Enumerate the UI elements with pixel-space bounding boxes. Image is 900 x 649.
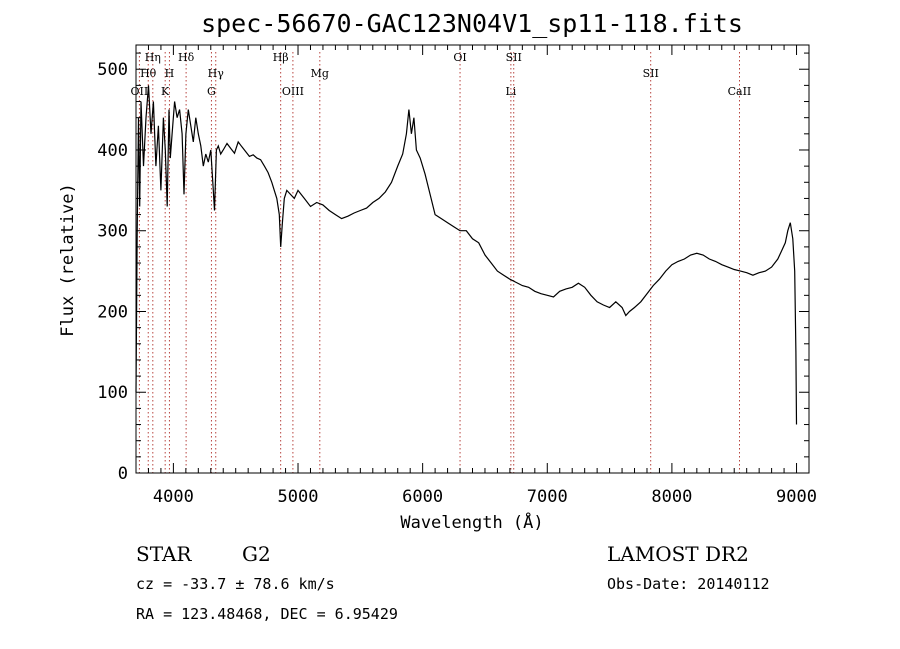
- emission-line-label: Hβ: [273, 51, 289, 64]
- obs-date-text: Obs-Date: 20140112: [607, 575, 770, 593]
- object-class: STAR: [136, 542, 192, 566]
- emission-line-label: K: [161, 85, 170, 98]
- emission-line-label: Hγ: [208, 67, 225, 80]
- x-tick-label: 9000: [776, 487, 817, 507]
- emission-line-label: OI: [453, 51, 466, 64]
- emission-line-label: Hη: [145, 51, 161, 64]
- emission-line-label: OIII: [282, 85, 304, 98]
- emission-line-label: Li: [505, 85, 516, 98]
- chart-title: spec-56670-GAC123N04V1_sp11-118.fits: [201, 9, 743, 38]
- x-axis-label: Wavelength (Å): [400, 511, 543, 533]
- y-axis-label: Flux (relative): [58, 183, 78, 337]
- y-tick-label: 400: [97, 141, 128, 161]
- y-tick-label: 500: [97, 60, 128, 80]
- emission-line-label: Mg: [311, 67, 329, 80]
- redshift-text: cz = -33.7 ± 78.6 km/s: [136, 575, 335, 593]
- y-axis: 0 100 200 300 400 500: [97, 52, 809, 484]
- emission-line-label: G: [207, 85, 216, 98]
- emission-line-label: H: [165, 67, 175, 80]
- x-tick-label: 6000: [402, 487, 443, 507]
- emission-line-label: CaII: [728, 85, 752, 98]
- x-tick-label: 8000: [651, 487, 692, 507]
- emission-line-label: OII: [131, 85, 149, 98]
- plot-frame: [135, 44, 810, 474]
- y-tick-label: 0: [118, 464, 128, 484]
- survey-label: LAMOST DR2: [607, 542, 749, 566]
- y-tick-label: 300: [97, 222, 128, 242]
- emission-line-label: Hδ: [178, 51, 195, 64]
- object-subclass: G2: [242, 542, 271, 566]
- coords-text: RA = 123.48468, DEC = 6.95429: [136, 605, 398, 623]
- x-axis: 4000 5000 6000 7000 8000 9000: [135, 45, 817, 507]
- x-tick-label: 5000: [278, 487, 319, 507]
- emission-line-label: SII: [506, 51, 522, 64]
- emission-line-label: SII: [643, 67, 659, 80]
- y-tick-label: 100: [97, 383, 128, 403]
- spectrum-series-line: [135, 85, 798, 425]
- y-tick-label: 200: [97, 302, 128, 322]
- x-tick-label: 4000: [153, 487, 194, 507]
- x-tick-label: 7000: [527, 487, 568, 507]
